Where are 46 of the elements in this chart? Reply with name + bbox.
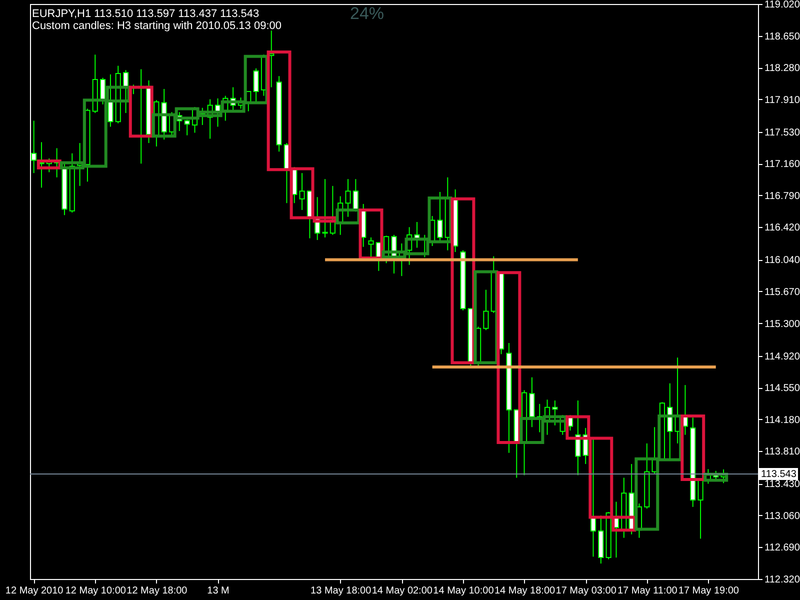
candlestick xyxy=(552,400,558,426)
candlestick xyxy=(437,191,443,242)
candlestick xyxy=(345,178,351,218)
y-tick-label: 119.020 xyxy=(764,0,800,10)
candlestick xyxy=(698,480,704,540)
text: Custom candles: H3 starting with 2010.05.13 09:00 xyxy=(32,20,282,32)
y-tick-label: 118.280 xyxy=(764,63,800,74)
ref-line-label: 113.543 xyxy=(761,469,797,480)
y-tick-label: 118.650 xyxy=(764,31,800,42)
y-tick-label: 112.320 xyxy=(764,574,800,586)
x-tick-label: 12 May 18:00 xyxy=(126,586,188,596)
candlestick xyxy=(299,172,305,210)
y-tick-label: 117.910 xyxy=(764,94,800,106)
x-tick-label: 12 May 10:00 xyxy=(65,586,126,596)
y-tick-label: 116.790 xyxy=(764,190,800,202)
y-tick-label: 116.420 xyxy=(764,222,800,234)
y-tick-label: 114.550 xyxy=(764,383,800,394)
y-tick-label: 116.040 xyxy=(764,255,800,266)
chart-title: EURJPY,H1 113.510 113.597 113.437 113.543 xyxy=(32,8,260,20)
y-tick-label: 117.160 xyxy=(764,159,800,170)
x-tick-label: 13 M xyxy=(207,586,230,596)
x-tick-label: 14 May 02:00 xyxy=(372,586,433,596)
x-tick-label: 14 May 10:00 xyxy=(433,586,494,596)
candlestick xyxy=(322,178,328,238)
candlestick xyxy=(368,236,374,259)
x-tick-label: 17 May 11:00 xyxy=(617,586,678,596)
candlestick xyxy=(483,289,489,331)
y-tick-label: 112.690 xyxy=(764,542,800,554)
x-tick-label: 14 May 18:00 xyxy=(494,586,556,596)
y-tick-label: 113.430 xyxy=(764,479,800,490)
candlestick xyxy=(108,74,114,128)
candlestick xyxy=(529,376,535,428)
y-tick-label: 115.670 xyxy=(764,287,800,298)
y-tick-label: 114.180 xyxy=(764,414,800,426)
y-tick-label: 114.920 xyxy=(764,351,800,362)
y-tick-label: 113.810 xyxy=(764,446,800,458)
candlestick xyxy=(184,119,190,136)
y-tick-label: 117.530 xyxy=(764,127,800,138)
y-tick-label: 113.060 xyxy=(764,510,800,522)
candlestick xyxy=(253,68,259,104)
x-tick-label: 17 May 03:00 xyxy=(556,586,617,596)
annotation: 24% xyxy=(350,4,384,23)
y-tick-label: 115.300 xyxy=(764,318,800,330)
x-tick-label: 17 May 19:00 xyxy=(678,586,740,596)
x-tick-label: 13 May 18:00 xyxy=(310,586,372,596)
x-tick-label: 12 May 2010 xyxy=(5,586,64,596)
